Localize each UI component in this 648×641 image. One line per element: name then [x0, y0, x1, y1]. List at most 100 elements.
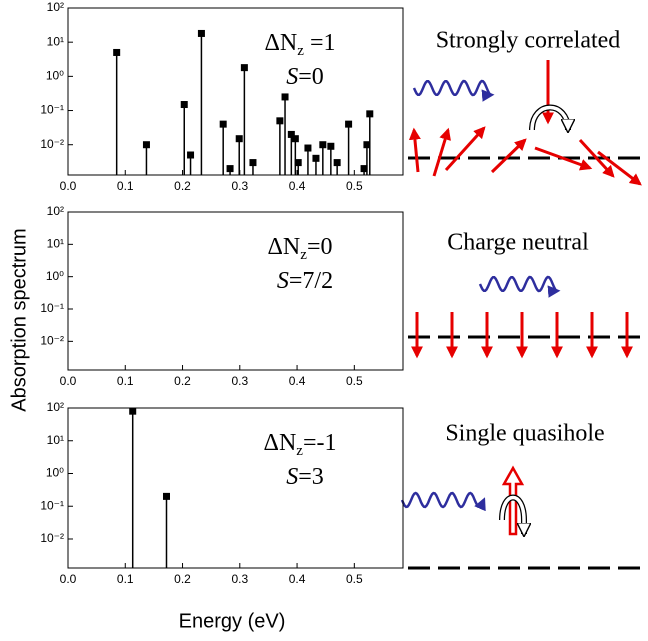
y-tick-label: 10⁻² [40, 334, 64, 348]
annotation-main: ΔN [268, 234, 301, 260]
diagram-label: Strongly correlated [436, 28, 621, 54]
annotation-rest: =1 [304, 30, 336, 56]
marker [235, 135, 243, 143]
x-tick-label: 0.4 [289, 374, 306, 388]
spin-value: =3 [298, 464, 324, 490]
marker [345, 120, 353, 128]
annotation-sub: z [300, 247, 307, 263]
x-tick-label: 0.0 [60, 572, 77, 586]
x-tick-label: 0.1 [117, 374, 134, 388]
plot-frame [67, 7, 404, 176]
y-tick-label: 10² [47, 204, 64, 218]
marker [276, 117, 284, 125]
flip-arrow-inner [530, 105, 568, 131]
panel: 10² 10¹ 10⁰ 10⁻¹ 10⁻² 0.0 0.1 0.2 0.3 0.4 0.5 ΔNz =… [40, 0, 404, 193]
x-tick-label: 0.4 [289, 572, 306, 586]
y-tick-label: 10² [47, 0, 64, 14]
photon [400, 491, 486, 512]
diagram-strongly-correlated: Strongly correlated [408, 28, 648, 186]
x-tick-label: 0.3 [231, 572, 248, 586]
spin-symbol: S [286, 464, 298, 490]
x-tick-label: 0.4 [289, 179, 306, 193]
x-tick-label: 0.5 [346, 572, 363, 586]
marker [129, 407, 137, 415]
annotation-rest: =0 [307, 234, 333, 260]
annotation-spin: S=7/2 [277, 268, 333, 294]
marker [162, 492, 170, 500]
diagram-label: Charge neutral [447, 230, 589, 256]
x-tick-label: 0.3 [231, 374, 248, 388]
annotation: ΔNz =1 [265, 30, 336, 60]
x-tick-label: 0.3 [231, 179, 248, 193]
marker [327, 142, 335, 150]
y-axis-label: Absorption spectrum [8, 228, 30, 411]
marker [113, 48, 121, 56]
x-tick-label: 0.5 [346, 374, 363, 388]
x-tick-label: 0.0 [60, 374, 77, 388]
marker [366, 110, 374, 118]
marker [187, 151, 195, 159]
annotation-sub: z [297, 43, 304, 59]
marker [142, 141, 150, 149]
x-tick-label: 0.0 [60, 179, 77, 193]
panel: 10² 10¹ 10⁰ 10⁻¹ 10⁻² 0.0 0.1 0.2 0.3 0.4 0.5 ΔNz=-… [40, 400, 404, 586]
y-tick-label: 10¹ [47, 34, 64, 48]
marker [249, 159, 257, 167]
spin-arrows [411, 312, 633, 359]
x-tick-label: 0.2 [174, 374, 191, 388]
flip-arrow-inner [500, 495, 524, 535]
marker [304, 144, 312, 152]
annotation-main: ΔN [265, 30, 298, 56]
y-tick-label: 10¹ [47, 433, 64, 447]
x-tick-label: 0.2 [174, 572, 191, 586]
marker [197, 29, 205, 37]
marker [360, 165, 368, 173]
x-tick-label: 0.1 [117, 179, 134, 193]
marker [219, 120, 227, 128]
x-tick-label: 0.5 [346, 179, 363, 193]
y-tick-label: 10⁰ [46, 69, 64, 83]
diagram-charge-neutral: Charge neutral [408, 230, 648, 359]
spin-symbol: S [286, 64, 298, 90]
y-tick-label: 10⁰ [46, 269, 64, 283]
spin-arrows [408, 60, 642, 186]
marker [291, 135, 299, 143]
annotation-spin: S=0 [286, 64, 324, 90]
marker [240, 64, 248, 72]
spin-symbol: S [277, 268, 289, 294]
diagram-label: Single quasihole [445, 421, 604, 447]
marker [312, 154, 320, 162]
diagram-single-quasihole: Single quasihole [400, 421, 648, 570]
plot-frame [67, 407, 404, 569]
x-axis-label: Energy (eV) [179, 610, 286, 632]
marker [333, 159, 341, 167]
marker [363, 141, 371, 149]
y-tick-label: 10⁰ [46, 466, 64, 480]
y-tick-label: 10⁻¹ [40, 301, 64, 315]
y-tick-label: 10⁻¹ [40, 498, 64, 512]
annotation-sub: z [296, 443, 303, 459]
annotation-main: ΔN [264, 430, 297, 456]
annotation-spin: S=3 [286, 464, 324, 490]
annotation: ΔNz=-1 [264, 430, 337, 460]
spin-value: =0 [298, 64, 324, 90]
marker [281, 93, 289, 101]
y-tick-label: 10⁻² [40, 137, 64, 151]
marker [294, 159, 302, 167]
x-tick-label: 0.1 [117, 572, 134, 586]
marker [319, 141, 327, 149]
hole-arrow [501, 465, 525, 536]
photon [412, 79, 495, 102]
plot-frame [67, 211, 404, 371]
marker [287, 130, 295, 138]
y-tick-label: 10⁻² [40, 531, 64, 545]
photon [478, 275, 561, 298]
panel: 10² 10¹ 10⁰ 10⁻¹ 10⁻² 0.0 0.1 0.2 0.3 0.4 0.5 ΔNz=0… [40, 204, 404, 388]
annotation: ΔNz=0 [268, 234, 333, 264]
spin-value: =7/2 [289, 268, 333, 294]
marker [180, 101, 188, 109]
annotation-rest: =-1 [303, 430, 337, 456]
y-tick-label: 10² [47, 400, 64, 414]
y-tick-label: 10¹ [47, 237, 64, 251]
